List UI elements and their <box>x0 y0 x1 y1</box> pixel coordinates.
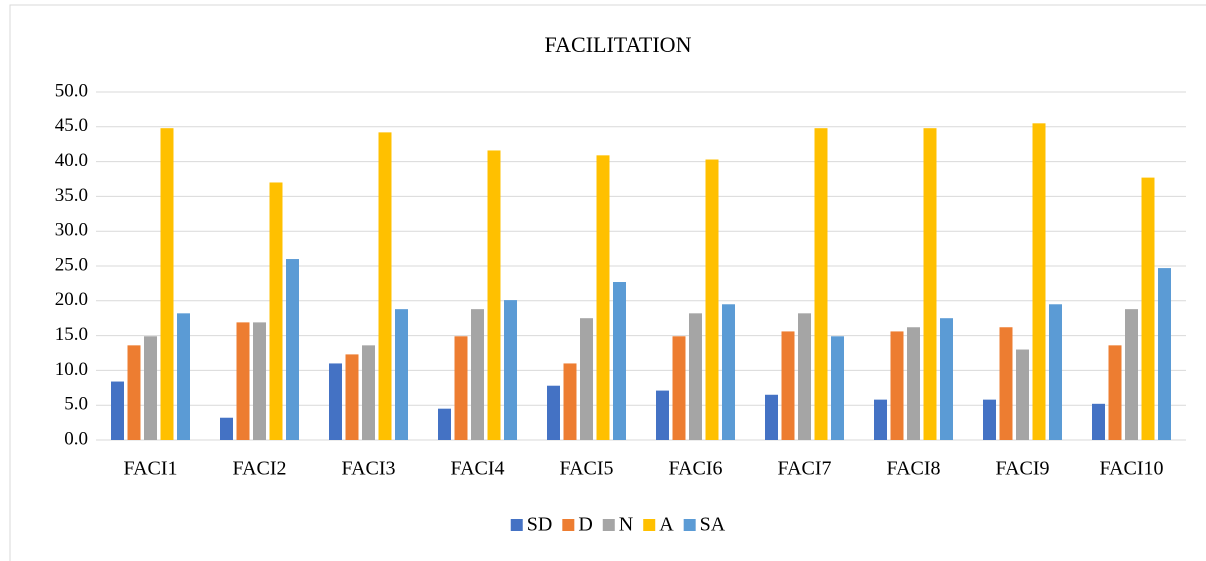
bar <box>814 128 828 440</box>
y-tick-label: 20.0 <box>55 289 88 310</box>
x-tick-label: FACI3 <box>341 458 395 480</box>
x-tick-label: FACI5 <box>559 458 613 480</box>
legend-swatch <box>602 519 615 531</box>
bar <box>144 336 157 440</box>
legend-label: A <box>659 514 674 536</box>
bar <box>907 327 920 440</box>
legend-label: SA <box>700 514 726 536</box>
x-tick-label: FACI10 <box>1099 458 1163 480</box>
y-tick-label: 25.0 <box>55 254 88 275</box>
bar <box>672 336 686 440</box>
bar <box>395 309 408 440</box>
bar <box>378 132 392 441</box>
bar <box>329 363 342 440</box>
bar <box>1125 309 1138 440</box>
legend-swatch <box>510 519 523 531</box>
chart-title: FACILITATION <box>545 32 692 57</box>
bar <box>286 259 299 440</box>
x-tick-label: FACI2 <box>232 458 286 480</box>
y-tick-label: 10.0 <box>55 359 88 380</box>
bar <box>613 282 626 440</box>
bar <box>1141 177 1155 440</box>
x-tick-label: FACI8 <box>886 458 940 480</box>
legend-swatch <box>683 519 696 531</box>
bar <box>547 385 560 440</box>
bar <box>781 331 795 440</box>
y-tick-label: 5.0 <box>64 394 88 415</box>
bar <box>236 322 250 440</box>
bar <box>798 313 811 440</box>
bar <box>1158 268 1171 440</box>
y-tick-label: 15.0 <box>55 324 88 345</box>
legend-label: D <box>578 514 592 536</box>
bar <box>269 182 283 441</box>
legend-label: SD <box>527 514 553 536</box>
y-tick-label: 30.0 <box>55 220 88 241</box>
bar <box>831 336 844 440</box>
bar <box>722 304 735 440</box>
bar <box>1108 345 1122 440</box>
bar <box>253 322 266 440</box>
bar <box>580 318 593 440</box>
bar <box>1032 123 1046 440</box>
y-tick-label: 40.0 <box>55 150 88 171</box>
bar <box>1049 304 1062 440</box>
x-tick-label: FACI9 <box>995 458 1049 480</box>
bar <box>689 313 702 440</box>
bar <box>471 309 484 440</box>
bar <box>111 381 124 440</box>
bar <box>874 399 887 440</box>
bar <box>765 394 778 440</box>
bar <box>127 345 141 440</box>
bar <box>705 159 719 440</box>
bar <box>220 417 233 440</box>
bar <box>999 327 1013 440</box>
bar <box>160 128 174 440</box>
bar <box>656 390 669 440</box>
y-tick-label: 50.0 <box>55 80 88 101</box>
y-tick-label: 35.0 <box>55 185 88 206</box>
bar <box>454 336 468 440</box>
x-tick-label: FACI1 <box>123 458 177 480</box>
bar <box>177 313 190 440</box>
bar <box>983 399 996 440</box>
bar <box>940 318 953 440</box>
bar <box>1016 349 1029 440</box>
y-tick-label: 0.0 <box>64 428 88 449</box>
bar <box>504 300 517 440</box>
bar <box>923 128 937 440</box>
x-tick-label: FACI6 <box>668 458 722 480</box>
bar <box>1092 403 1105 440</box>
y-tick-label: 45.0 <box>55 115 88 136</box>
legend-label: N <box>619 514 633 536</box>
chart-frame <box>9 4 1206 561</box>
bar <box>487 150 501 441</box>
bar <box>563 363 577 440</box>
bar <box>362 345 375 440</box>
x-tick-label: FACI7 <box>777 458 831 480</box>
bar <box>596 155 610 440</box>
legend-swatch <box>562 519 575 531</box>
bar <box>438 408 451 440</box>
legend-swatch <box>643 519 656 531</box>
bar <box>890 331 904 440</box>
x-tick-label: FACI4 <box>450 458 504 480</box>
bar <box>345 354 359 440</box>
